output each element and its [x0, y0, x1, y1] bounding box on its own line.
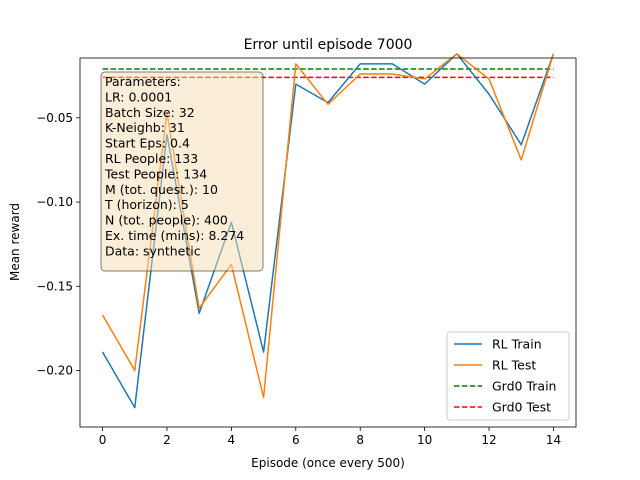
- y-tick-label: −0.20: [36, 364, 73, 378]
- x-tick-label: 14: [546, 433, 561, 447]
- x-tick-label: 10: [417, 433, 432, 447]
- parameter-line: K-Neighb: 31: [105, 120, 185, 135]
- parameter-line: LR: 0.0001: [105, 89, 172, 104]
- parameter-line: Ex. time (mins): 8.274: [105, 228, 244, 243]
- legend-label: RL Test: [492, 358, 536, 373]
- parameters-box-background: [100, 71, 264, 272]
- chart-title: Error until episode 7000: [244, 37, 413, 53]
- y-tick-label: −0.10: [36, 195, 73, 209]
- x-tick-label: 0: [99, 433, 107, 447]
- x-tick-label: 4: [228, 433, 236, 447]
- parameter-line: Data: synthetic: [105, 243, 201, 258]
- legend-label: Grd0 Train: [492, 379, 556, 394]
- parameter-line: Parameters:: [105, 74, 181, 89]
- parameter-line: RL People: 133: [105, 151, 198, 166]
- parameter-line: Batch Size: 32: [105, 105, 195, 120]
- legend-label: Grd0 Test: [492, 400, 551, 415]
- parameter-line: T (horizon): 5: [104, 197, 189, 212]
- y-tick-label: −0.15: [36, 279, 73, 293]
- x-axis: 0 2 4 6 8 10 12 14: [99, 427, 561, 447]
- x-tick-label: 6: [292, 433, 300, 447]
- parameter-line: Test People: 134: [104, 166, 207, 181]
- x-axis-label: Episode (once every 500): [251, 456, 405, 470]
- legend-label: RL Train: [492, 337, 542, 352]
- x-tick-label: 2: [163, 433, 171, 447]
- x-tick-label: 8: [356, 433, 364, 447]
- parameter-line: N (tot. people): 400: [105, 213, 228, 228]
- legend-background: [446, 331, 570, 421]
- y-tick-label: −0.05: [36, 111, 73, 125]
- parameter-line: M (tot. quest.): 10: [105, 182, 218, 197]
- y-axis-label: Mean reward: [8, 203, 22, 281]
- parameter-line: Start Eps: 0.4: [105, 136, 190, 151]
- x-tick-label: 12: [481, 433, 496, 447]
- legend: RL Train RL Test Grd0 Train Grd0 Test: [446, 331, 570, 421]
- y-axis: −0.05 −0.10 −0.15 −0.20: [36, 111, 80, 378]
- plot-frame: [79, 57, 577, 428]
